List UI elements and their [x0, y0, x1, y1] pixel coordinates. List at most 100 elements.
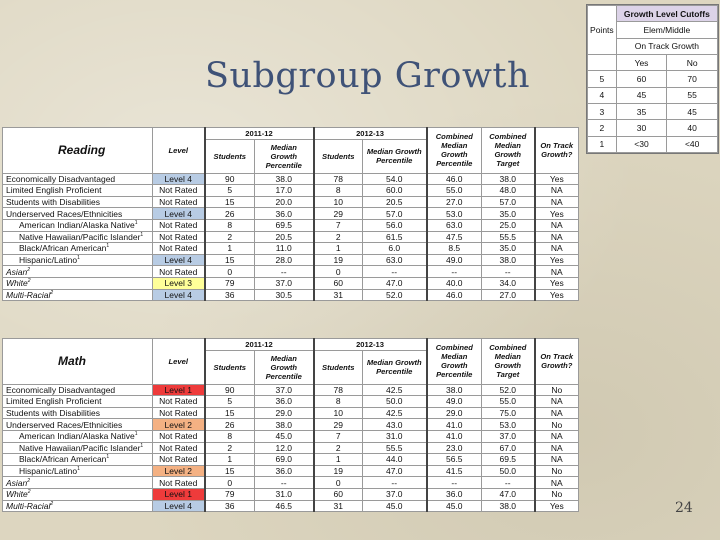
on-track-status: NA [533, 230, 580, 244]
growth-level-badge: Not Rated [152, 476, 205, 489]
mgp-y1: 37.0 [253, 276, 315, 290]
subgroup-cell: Limited English Proficient [2, 395, 153, 408]
students-y2: 19 [312, 253, 364, 267]
footnote-marker: 2 [27, 278, 31, 285]
mgp-y1: 38.0 [253, 172, 315, 186]
subgroup-cell: White2 [2, 487, 153, 501]
mgp-y2: 43.0 [362, 418, 428, 431]
on-track-status: Yes [533, 207, 580, 220]
slide-title: Subgroup Growth [205, 56, 531, 96]
on-track-status: Yes [533, 499, 580, 513]
mgp-y1: 37.0 [253, 383, 315, 397]
mgp-y1: 36.0 [253, 207, 315, 220]
subgroup-name: Native Hawaiian/Pacific Islander [19, 442, 141, 453]
mgp-y2: 44.0 [362, 453, 428, 466]
students-y1: 15 [203, 195, 255, 209]
students-y1: 36 [203, 288, 255, 302]
growth-level-badge: Not Rated [152, 453, 205, 466]
year1-header: 2011-12 [203, 127, 315, 140]
combined-mgp: 41.0 [425, 429, 483, 443]
on-track-status: No [533, 383, 580, 397]
cutoff-yes: 45 [615, 86, 668, 104]
students-y2: 0 [312, 476, 364, 489]
footnote-marker: 2 [50, 501, 54, 507]
subgroup-cell: American Indian/Alaska Native1 [2, 429, 153, 443]
combined-mgp: -- [425, 476, 483, 489]
growth-level-cutoffs-table: Points Growth Level Cutoffs Elem/Middle … [586, 4, 719, 154]
mgp-y1: 20.0 [253, 195, 315, 209]
subgroup-cell: Multi-Racial2 [2, 288, 153, 302]
math-subject-header: Math [2, 338, 153, 385]
on-track-status: NA [533, 195, 580, 209]
mgp-header: Median Growth Percentile [362, 349, 428, 385]
growth-target: 47.0 [481, 487, 536, 501]
subgroup-cell: Native Hawaiian/Pacific Islander1 [2, 230, 153, 244]
footnote-marker: 1 [140, 232, 144, 239]
subgroup-name: Multi-Racial [6, 500, 51, 511]
combined-mgp: 49.0 [425, 395, 483, 408]
mgp-y1: 46.5 [253, 499, 315, 513]
footnote-marker: 2 [27, 489, 31, 496]
on-track-status: NA [533, 242, 580, 255]
mgp-header: Median Growth Percentile [253, 349, 315, 385]
mgp-y2: 20.5 [362, 195, 428, 209]
page-number: 24 [675, 500, 693, 516]
combined-mgp: 36.0 [425, 487, 483, 501]
cutoff-row: 5 60 70 [587, 70, 718, 88]
subgroup-name: Asian [6, 477, 28, 488]
mgp-y2: 47.0 [362, 276, 428, 290]
subgroup-cell: Asian2 [2, 476, 153, 489]
footnote-marker: 2 [27, 266, 31, 273]
growth-target: 50.0 [481, 464, 536, 478]
reading-growth-table: Reading Level 2011-12 2012-13 Combined M… [2, 127, 580, 302]
mgp-y1: -- [253, 476, 315, 489]
growth-level-badge: Level 4 [152, 207, 205, 220]
students-y1: 5 [203, 395, 255, 408]
mgp-y2: 55.5 [362, 441, 428, 455]
growth-level-badge: Level 2 [152, 418, 205, 431]
subgroup-cell: Economically Disadvantaged [2, 172, 153, 186]
students-y1: 36 [203, 499, 255, 513]
combined-mgp: 27.0 [425, 195, 483, 209]
table-row: Students with Disabilities Not Rated 15 20.… [2, 195, 580, 209]
on-track-status: Yes [533, 253, 580, 267]
subgroup-name: Students with Disabilities [6, 197, 101, 208]
students-y1: 8 [203, 218, 255, 232]
growth-target: 57.0 [481, 195, 536, 209]
cutoff-no: 45 [666, 102, 718, 121]
subgroup-cell: American Indian/Alaska Native1 [2, 218, 153, 232]
subgroup-name: Limited English Proficient [6, 396, 102, 407]
footnote-marker: 1 [106, 243, 110, 250]
growth-level-badge: Not Rated [152, 406, 205, 420]
cutoff-yes: 60 [615, 70, 668, 88]
subgroup-cell: Native Hawaiian/Pacific Islander1 [2, 441, 153, 455]
cutoff-no: <40 [666, 135, 718, 154]
combined-mgp: 38.0 [425, 383, 483, 397]
combined-mgp: 23.0 [425, 441, 483, 455]
table-row: Underserved Races/Ethnicities Level 4 26 36… [2, 207, 580, 220]
year2-header: 2012-13 [312, 338, 428, 351]
mgp-y2: 61.5 [362, 230, 428, 244]
mgp-y1: -- [253, 265, 315, 278]
mgp-y1: 29.0 [253, 406, 315, 420]
students-y2: 60 [312, 487, 364, 501]
students-header: Students [203, 349, 255, 385]
growth-target: 55.5 [481, 230, 536, 244]
mgp-y2: -- [362, 265, 428, 278]
combined-mgp-header: Combined Median Growth Percentile [425, 338, 483, 385]
subgroup-cell: Underserved Races/Ethnicities [2, 418, 153, 431]
on-track-header: On Track Growth? [533, 338, 580, 385]
students-y2: 10 [312, 406, 364, 420]
cutoff-row: 4 45 55 [587, 86, 718, 104]
combined-mgp: 45.0 [425, 499, 483, 513]
table-row: Asian2 Not Rated 0 -- 0 -- -- -- NA [2, 265, 580, 278]
growth-level-badge: Not Rated [152, 230, 205, 244]
students-y2: 8 [312, 184, 364, 197]
subgroup-cell: Black/African American1 [2, 453, 153, 466]
mgp-y1: 12.0 [253, 441, 315, 455]
mgp-y2: 47.0 [362, 464, 428, 478]
footnote-marker: 1 [140, 443, 144, 450]
subgroup-name: Black/African American [19, 243, 107, 254]
students-y1: 1 [203, 453, 255, 466]
mgp-y2: 42.5 [362, 383, 428, 397]
